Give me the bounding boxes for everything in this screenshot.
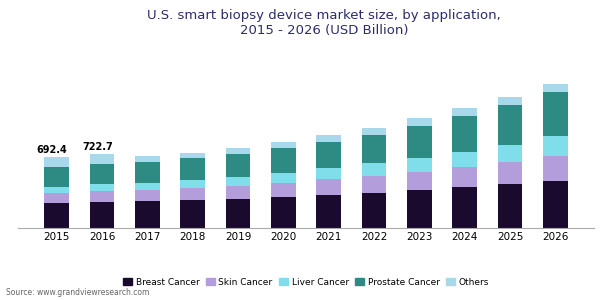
Bar bbox=[89, 184, 115, 191]
Bar bbox=[135, 156, 160, 162]
Bar bbox=[362, 128, 386, 135]
Bar bbox=[543, 84, 568, 92]
Bar bbox=[407, 126, 432, 158]
Bar bbox=[135, 190, 160, 201]
Bar bbox=[226, 148, 250, 154]
Bar bbox=[407, 118, 432, 126]
Bar bbox=[452, 109, 477, 116]
Bar bbox=[89, 154, 115, 164]
Bar bbox=[180, 200, 205, 228]
Bar bbox=[89, 191, 115, 202]
Bar bbox=[497, 145, 523, 162]
Bar bbox=[180, 153, 205, 158]
Bar bbox=[362, 193, 386, 228]
Bar bbox=[271, 173, 296, 183]
Bar bbox=[452, 188, 477, 228]
Bar bbox=[44, 203, 69, 228]
Legend: Breast Cancer, Skin Cancer, Liver Cancer, Prostate Cancer, Others: Breast Cancer, Skin Cancer, Liver Cancer… bbox=[119, 274, 493, 290]
Bar bbox=[316, 179, 341, 195]
Bar bbox=[452, 152, 477, 167]
Bar bbox=[407, 172, 432, 190]
Text: U.S. smart biopsy device market size, by application,
2015 - 2026 (USD Billion): U.S. smart biopsy device market size, by… bbox=[147, 9, 501, 37]
Bar bbox=[271, 142, 296, 148]
Bar bbox=[497, 97, 523, 105]
Bar bbox=[316, 168, 341, 179]
Bar bbox=[407, 190, 432, 228]
Bar bbox=[271, 197, 296, 228]
Bar bbox=[226, 154, 250, 177]
Bar bbox=[316, 135, 341, 142]
Text: 692.4: 692.4 bbox=[37, 145, 67, 155]
Bar bbox=[497, 162, 523, 184]
Bar bbox=[316, 195, 341, 228]
Bar bbox=[452, 167, 477, 188]
Bar bbox=[44, 193, 69, 203]
Bar bbox=[543, 92, 568, 136]
Bar bbox=[271, 183, 296, 197]
Bar bbox=[543, 181, 568, 228]
Bar bbox=[226, 199, 250, 228]
Bar bbox=[452, 116, 477, 152]
Text: Source: www.grandviewresearch.com: Source: www.grandviewresearch.com bbox=[6, 288, 149, 297]
Bar bbox=[135, 183, 160, 190]
Bar bbox=[497, 105, 523, 145]
Bar bbox=[362, 176, 386, 193]
Bar bbox=[44, 188, 69, 193]
Bar bbox=[44, 157, 69, 167]
Bar bbox=[316, 142, 341, 168]
Bar bbox=[226, 186, 250, 199]
Bar bbox=[44, 167, 69, 188]
Bar bbox=[180, 158, 205, 180]
Bar bbox=[407, 158, 432, 172]
Bar bbox=[226, 177, 250, 186]
Bar bbox=[180, 188, 205, 200]
Bar bbox=[543, 156, 568, 181]
Bar bbox=[543, 136, 568, 156]
Bar bbox=[180, 180, 205, 188]
Bar bbox=[362, 135, 386, 164]
Bar bbox=[271, 148, 296, 173]
Bar bbox=[135, 201, 160, 228]
Bar bbox=[89, 202, 115, 228]
Bar bbox=[497, 184, 523, 228]
Bar bbox=[362, 164, 386, 176]
Text: 722.7: 722.7 bbox=[82, 142, 113, 152]
Bar bbox=[135, 162, 160, 183]
Bar bbox=[89, 164, 115, 184]
